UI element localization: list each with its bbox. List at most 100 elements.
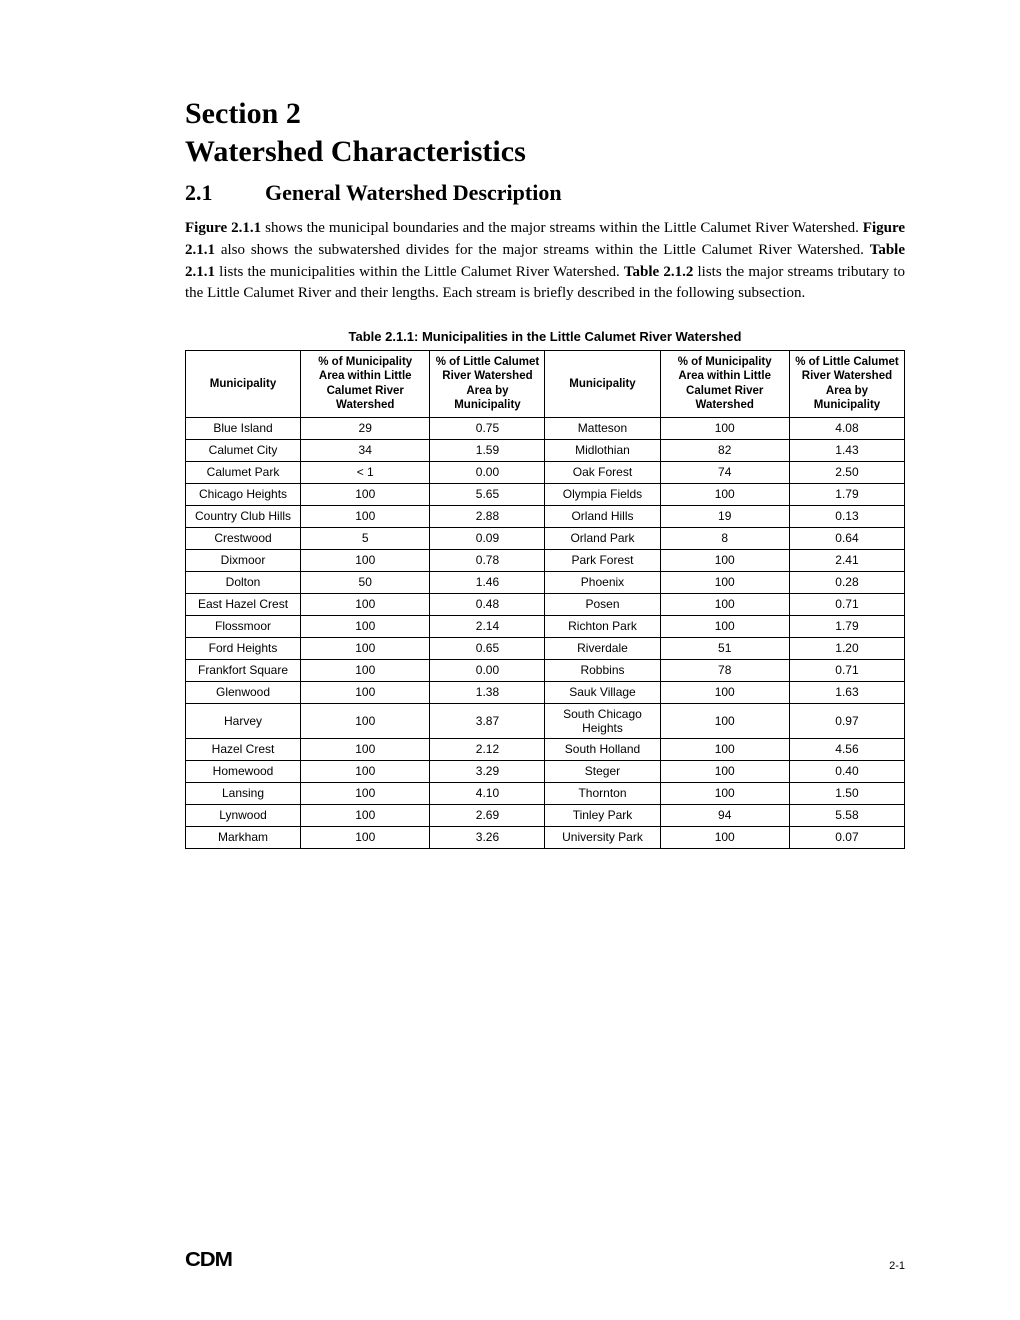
cell-left-pctarea: < 1 xyxy=(301,461,430,483)
cell-right-pctws: 2.50 xyxy=(789,461,904,483)
cell-left-muni: Harvey xyxy=(186,703,301,738)
cell-right-muni: Phoenix xyxy=(545,571,660,593)
cell-right-muni: Olympia Fields xyxy=(545,483,660,505)
cell-right-pctarea: 82 xyxy=(660,439,789,461)
logo: CDM xyxy=(185,1249,232,1272)
cell-right-pctarea: 74 xyxy=(660,461,789,483)
cell-right-pctws: 0.07 xyxy=(789,826,904,848)
table-row: East Hazel Crest1000.48Posen1000.71 xyxy=(186,593,905,615)
th-pctws-left: % of Little Calumet River Watershed Area… xyxy=(430,351,545,418)
cell-right-pctarea: 100 xyxy=(660,549,789,571)
cell-right-pctws: 0.40 xyxy=(789,760,904,782)
th-pctarea-right: % of Municipality Area within Little Cal… xyxy=(660,351,789,418)
cell-left-muni: Hazel Crest xyxy=(186,738,301,760)
cell-left-pctarea: 100 xyxy=(301,615,430,637)
cell-right-muni: Orland Park xyxy=(545,527,660,549)
cell-left-pctarea: 100 xyxy=(301,483,430,505)
section-line1: Section 2 xyxy=(185,97,301,130)
table-row: Calumet Park< 10.00Oak Forest742.50 xyxy=(186,461,905,483)
subsection-number: 2.1 xyxy=(185,180,265,206)
cell-right-pctarea: 100 xyxy=(660,681,789,703)
cell-right-muni: Oak Forest xyxy=(545,461,660,483)
cell-right-pctarea: 100 xyxy=(660,760,789,782)
th-pctarea-left: % of Municipality Area within Little Cal… xyxy=(301,351,430,418)
cell-right-muni: South Chicago Heights xyxy=(545,703,660,738)
cell-left-pctarea: 100 xyxy=(301,703,430,738)
cell-right-pctarea: 100 xyxy=(660,593,789,615)
cell-right-muni: Steger xyxy=(545,760,660,782)
cell-left-pctws: 3.26 xyxy=(430,826,545,848)
cell-right-pctarea: 8 xyxy=(660,527,789,549)
table-row: Blue Island290.75Matteson1004.08 xyxy=(186,417,905,439)
cell-right-muni: South Holland xyxy=(545,738,660,760)
cell-right-pctarea: 94 xyxy=(660,804,789,826)
cell-left-pctarea: 100 xyxy=(301,826,430,848)
cell-right-pctws: 1.79 xyxy=(789,615,904,637)
cell-left-pctws: 1.59 xyxy=(430,439,545,461)
table-caption: Table 2.1.1: Municipalities in the Littl… xyxy=(185,329,905,344)
municipalities-table: Municipality % of Municipality Area with… xyxy=(185,350,905,849)
table-row: Lansing1004.10Thornton1001.50 xyxy=(186,782,905,804)
cell-right-muni: Sauk Village xyxy=(545,681,660,703)
cell-right-pctarea: 100 xyxy=(660,615,789,637)
th-pctws-right: % of Little Calumet River Watershed Area… xyxy=(789,351,904,418)
cell-right-muni: Robbins xyxy=(545,659,660,681)
table-row: Markham1003.26University Park1000.07 xyxy=(186,826,905,848)
cell-left-muni: East Hazel Crest xyxy=(186,593,301,615)
cell-left-pctws: 0.00 xyxy=(430,461,545,483)
subsection-title: General Watershed Description xyxy=(265,180,562,206)
th-muni-right: Municipality xyxy=(545,351,660,418)
cell-right-pctarea: 100 xyxy=(660,826,789,848)
cell-left-pctarea: 50 xyxy=(301,571,430,593)
cell-left-pctws: 0.09 xyxy=(430,527,545,549)
table-row: Glenwood1001.38Sauk Village1001.63 xyxy=(186,681,905,703)
cell-right-pctws: 0.13 xyxy=(789,505,904,527)
cell-right-muni: Posen xyxy=(545,593,660,615)
cell-right-pctws: 1.43 xyxy=(789,439,904,461)
cell-right-pctarea: 100 xyxy=(660,483,789,505)
cell-right-pctws: 0.28 xyxy=(789,571,904,593)
cell-right-pctarea: 100 xyxy=(660,571,789,593)
cell-right-pctws: 1.20 xyxy=(789,637,904,659)
cell-left-pctarea: 34 xyxy=(301,439,430,461)
table-row: Lynwood1002.69Tinley Park945.58 xyxy=(186,804,905,826)
cell-left-pctarea: 100 xyxy=(301,593,430,615)
subsection-heading: 2.1 General Watershed Description xyxy=(185,180,905,206)
cell-left-muni: Chicago Heights xyxy=(186,483,301,505)
cell-left-muni: Calumet Park xyxy=(186,461,301,483)
table-row: Ford Heights1000.65Riverdale511.20 xyxy=(186,637,905,659)
cell-right-pctarea: 78 xyxy=(660,659,789,681)
page-number: 2-1 xyxy=(889,1260,905,1272)
cell-left-pctws: 2.69 xyxy=(430,804,545,826)
th-muni-left: Municipality xyxy=(186,351,301,418)
cell-left-pctarea: 100 xyxy=(301,637,430,659)
cell-left-muni: Blue Island xyxy=(186,417,301,439)
cell-left-muni: Country Club Hills xyxy=(186,505,301,527)
section-line2: Watershed Characteristics xyxy=(185,135,526,168)
cell-right-muni: Matteson xyxy=(545,417,660,439)
cell-left-pctarea: 100 xyxy=(301,505,430,527)
cell-left-pctws: 1.38 xyxy=(430,681,545,703)
cell-right-pctarea: 100 xyxy=(660,417,789,439)
table-row: Homewood1003.29Steger1000.40 xyxy=(186,760,905,782)
table-row: Harvey1003.87South Chicago Heights1000.9… xyxy=(186,703,905,738)
cell-left-pctws: 2.12 xyxy=(430,738,545,760)
table-row: Hazel Crest1002.12South Holland1004.56 xyxy=(186,738,905,760)
cell-left-pctws: 0.75 xyxy=(430,417,545,439)
table-row: Crestwood50.09Orland Park80.64 xyxy=(186,527,905,549)
cell-right-pctws: 0.97 xyxy=(789,703,904,738)
cell-left-pctws: 5.65 xyxy=(430,483,545,505)
cell-left-pctws: 4.10 xyxy=(430,782,545,804)
cell-right-pctws: 0.64 xyxy=(789,527,904,549)
table-row: Dolton501.46Phoenix1000.28 xyxy=(186,571,905,593)
cell-left-pctarea: 100 xyxy=(301,782,430,804)
cell-left-pctarea: 100 xyxy=(301,549,430,571)
cell-right-pctarea: 100 xyxy=(660,782,789,804)
cell-left-pctws: 3.29 xyxy=(430,760,545,782)
cell-left-muni: Dolton xyxy=(186,571,301,593)
cell-left-pctarea: 100 xyxy=(301,804,430,826)
cell-left-pctws: 0.65 xyxy=(430,637,545,659)
cell-right-pctarea: 19 xyxy=(660,505,789,527)
cell-right-pctarea: 51 xyxy=(660,637,789,659)
body-paragraph: Figure 2.1.1 shows the municipal boundar… xyxy=(185,218,905,305)
